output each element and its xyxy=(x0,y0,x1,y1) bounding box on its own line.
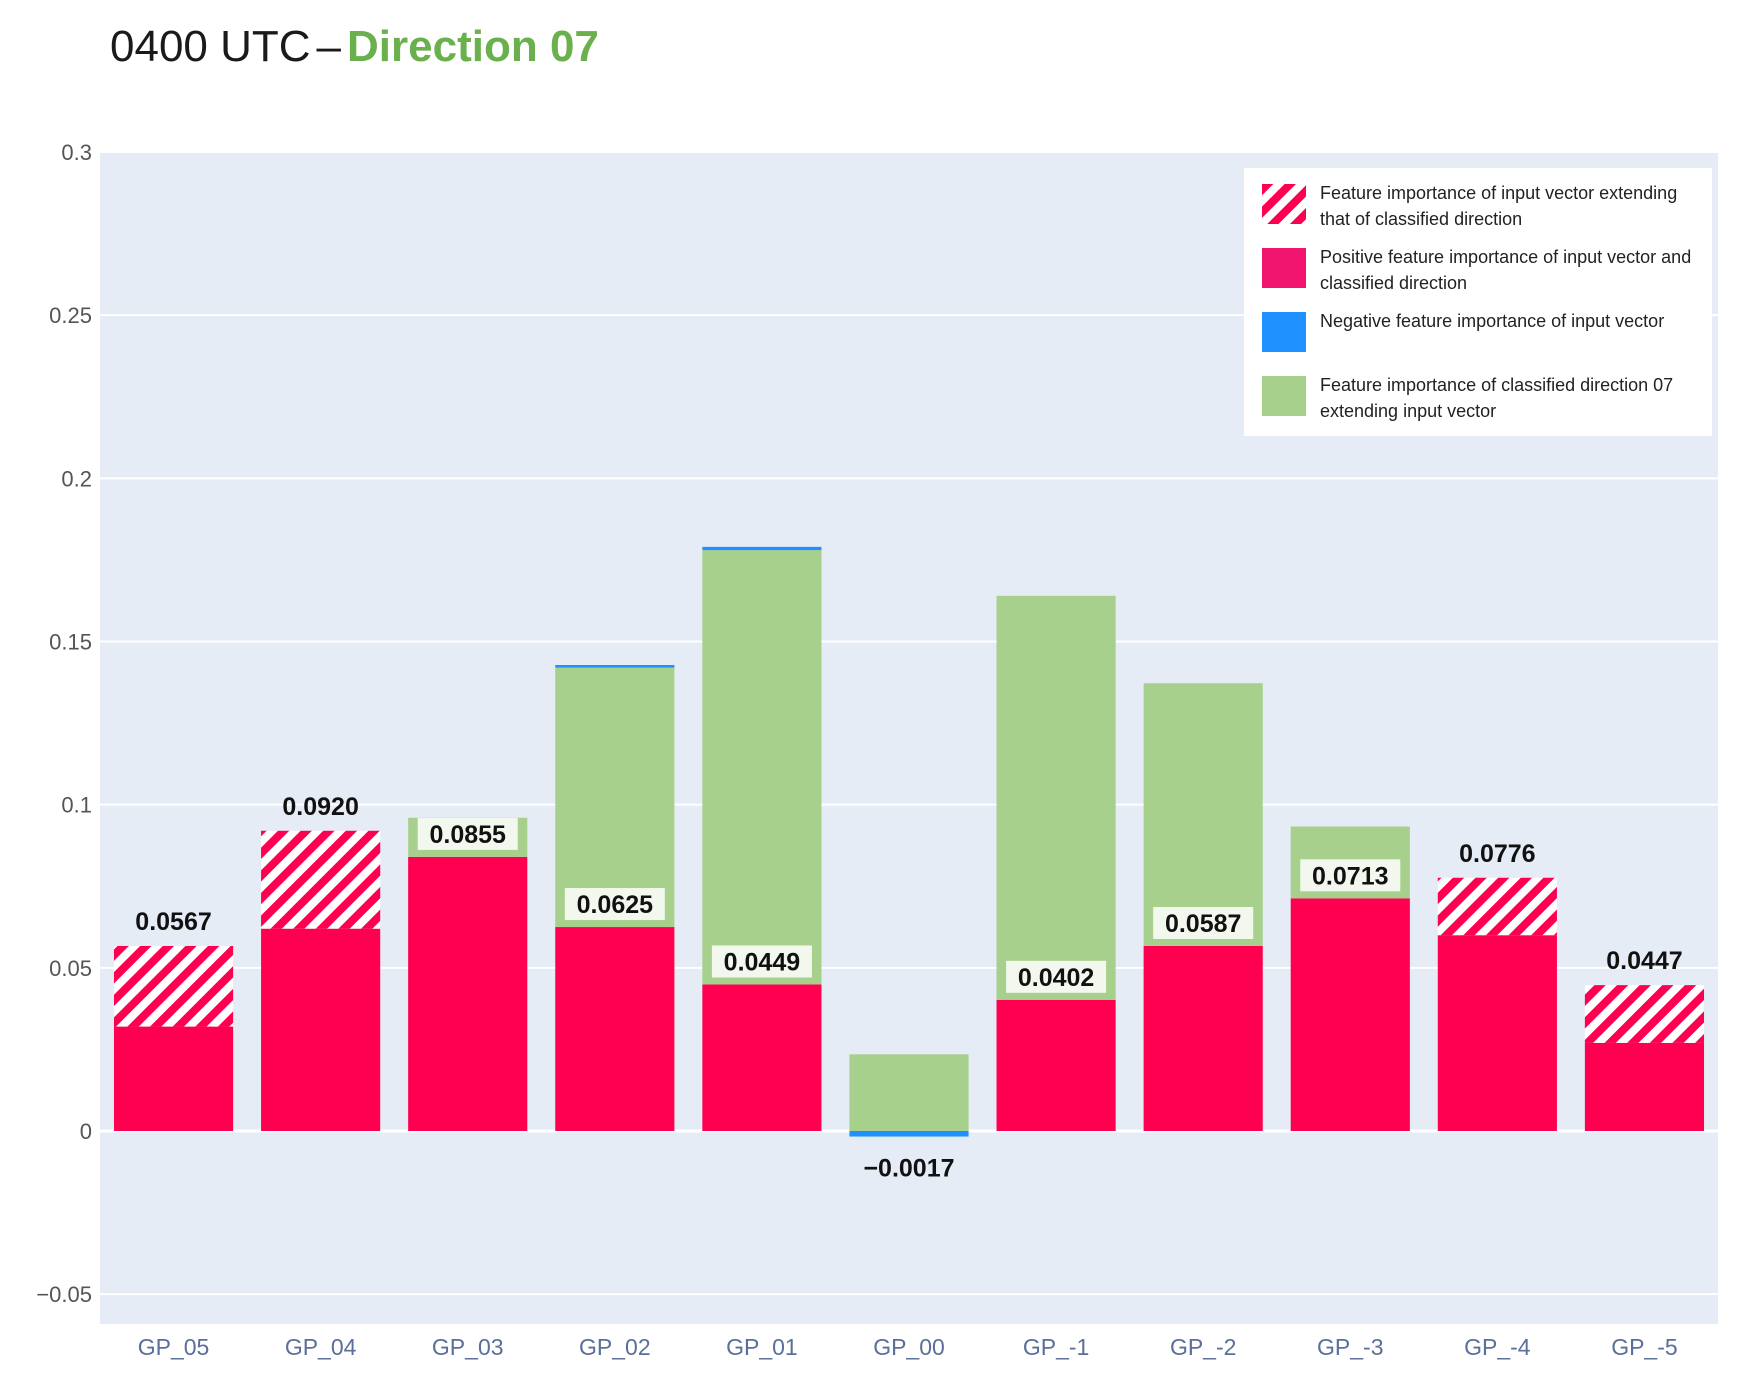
y-tick-label: 0.2 xyxy=(61,466,92,491)
legend-item-positive: Positive feature importance of input vec… xyxy=(1262,244,1700,296)
data-label-bg xyxy=(1006,960,1107,993)
bar-segment-positive xyxy=(1143,945,1263,1131)
bar-segment-green xyxy=(555,667,675,928)
bars xyxy=(113,546,1705,1137)
bar-segment-positive xyxy=(1290,898,1410,1131)
x-tick-label: GP_-3 xyxy=(1317,1334,1383,1360)
data-label-bg xyxy=(417,817,518,850)
legend-label-green: Feature importance of classified directi… xyxy=(1320,375,1674,421)
title-direction: Direction 07 xyxy=(347,22,599,71)
x-tick-label: GP_05 xyxy=(138,1334,210,1360)
legend-label-negative: Negative feature importance of input vec… xyxy=(1320,311,1665,331)
data-label-group: 0.0567 xyxy=(135,908,211,936)
y-tick-label: 0.15 xyxy=(49,630,92,655)
legend-swatch-green xyxy=(1262,376,1306,416)
bar-segment-positive xyxy=(1584,1042,1705,1131)
y-tick-label: 0.1 xyxy=(61,793,92,818)
bar-segment-positive xyxy=(555,927,675,1131)
legend-swatch-positive xyxy=(1262,248,1306,288)
bar-segment-negative xyxy=(849,1131,969,1137)
bar-segment-positive xyxy=(702,984,822,1131)
bar-segment-positive xyxy=(408,856,528,1131)
y-tick-label: 0.05 xyxy=(49,956,92,981)
bar-segment-negative xyxy=(702,546,822,551)
data-label-group: 0.0402 xyxy=(1006,960,1107,993)
bar-segment-hatch xyxy=(113,945,234,1027)
data-label: 0.0920 xyxy=(282,793,358,821)
x-tick-label: GP_-4 xyxy=(1464,1334,1531,1360)
bar-segment-hatch xyxy=(1584,985,1705,1043)
data-label: 0.0855 xyxy=(429,821,506,849)
data-label: 0.0449 xyxy=(724,948,800,976)
x-tick-label: GP_-1 xyxy=(1023,1334,1089,1360)
bar-segment-green xyxy=(702,550,822,985)
legend-swatch-hatch xyxy=(1262,184,1306,224)
x-tick-label: GP_-5 xyxy=(1611,1334,1677,1360)
title-separator: – xyxy=(316,22,342,71)
data-label: 0.0447 xyxy=(1606,947,1682,975)
bar-segment-positive xyxy=(113,1026,234,1131)
data-label-group: 0.0449 xyxy=(711,945,812,978)
data-label-group: 0.0920 xyxy=(282,793,358,821)
data-label: 0.0587 xyxy=(1165,910,1241,938)
data-label: 0.0713 xyxy=(1312,862,1388,890)
data-label: −0.0017 xyxy=(863,1155,954,1183)
bar-segment-hatch xyxy=(1437,877,1557,936)
bar-segment-positive xyxy=(1437,935,1557,1131)
bar-segment-positive xyxy=(261,928,381,1131)
x-tick-label: GP_-2 xyxy=(1170,1334,1236,1360)
legend-swatch-negative xyxy=(1262,312,1306,352)
x-tick-label: GP_01 xyxy=(726,1334,798,1360)
y-tick-label: 0.3 xyxy=(61,140,92,165)
data-label-bg xyxy=(711,945,812,978)
x-tick-label: GP_00 xyxy=(873,1334,945,1360)
title-time: 0400 UTC xyxy=(110,22,311,71)
x-tick-label: GP_02 xyxy=(579,1334,651,1360)
x-axis-ticks: GP_05 GP_04 GP_03 GP_02 GP_01 GP_00 GP_-1 GP_-2… xyxy=(138,1334,1678,1360)
bar-segment-green xyxy=(849,1054,969,1131)
y-axis-ticks: −0.05 0 0.05 0.1 0.15 0.2 0.25 0.3 xyxy=(36,140,92,1307)
data-label-group: 0.0776 xyxy=(1459,840,1535,868)
bar-segment-positive xyxy=(996,999,1116,1131)
bar-segment-green xyxy=(1143,683,1263,946)
data-label-group: 0.0855 xyxy=(417,817,518,850)
data-label: 0.0776 xyxy=(1459,840,1535,868)
data-label-group: 0.0713 xyxy=(1300,859,1401,892)
legend-item-negative: Negative feature importance of input vec… xyxy=(1262,308,1700,352)
data-label: 0.0625 xyxy=(577,891,654,919)
data-label-bg xyxy=(1153,906,1254,939)
data-label: 0.0567 xyxy=(135,908,211,936)
legend: Feature importance of input vector exten… xyxy=(1244,168,1712,436)
y-tick-label: 0 xyxy=(80,1119,92,1144)
x-tick-label: GP_03 xyxy=(432,1334,504,1360)
bar-segment-hatch xyxy=(261,830,381,929)
data-label-bg xyxy=(1300,859,1401,892)
legend-label-hatch: Feature importance of input vector exten… xyxy=(1320,183,1678,229)
data-labels: 0.0567 0.0920 0.0855 0.0625 0.0449 −0.0017 0.0… xyxy=(135,793,1682,1183)
legend-label-positive: Positive feature importance of input vec… xyxy=(1320,247,1692,293)
data-label-bg xyxy=(564,888,665,921)
data-label-group: 0.0587 xyxy=(1153,906,1254,939)
chart-title: 0400 UTC – Direction 07 xyxy=(110,22,599,72)
data-label-group: 0.0625 xyxy=(564,888,665,921)
y-tick-label: 0.25 xyxy=(49,303,92,328)
data-label: 0.0402 xyxy=(1018,964,1094,992)
data-label-group: 0.0447 xyxy=(1606,947,1682,975)
legend-item-green: Feature importance of classified directi… xyxy=(1262,372,1700,424)
legend-item-hatch: Feature importance of input vector exten… xyxy=(1262,180,1700,232)
bar-segment-green xyxy=(996,595,1116,1000)
data-label-group: −0.0017 xyxy=(863,1155,954,1183)
y-tick-label: −0.05 xyxy=(36,1282,92,1307)
x-tick-label: GP_04 xyxy=(285,1334,357,1360)
bar-segment-negative xyxy=(555,664,675,668)
